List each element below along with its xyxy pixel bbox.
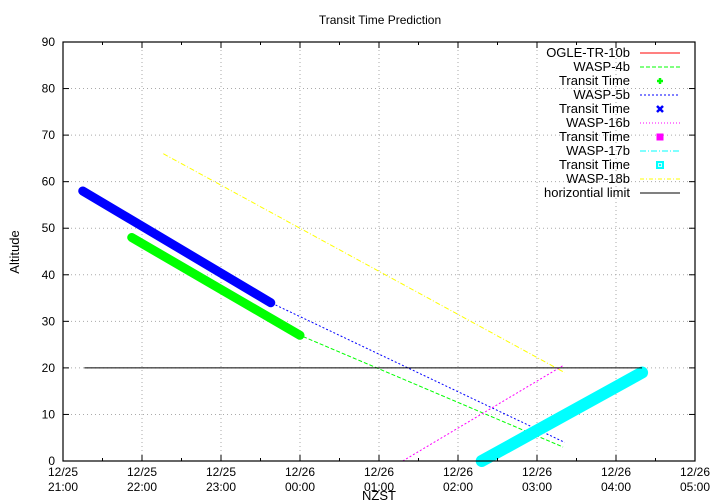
legend-cross-icon — [656, 105, 664, 113]
x-tick-date: 12/26 — [443, 465, 473, 479]
legend-box-icon — [656, 161, 664, 169]
x-tick-date: 12/25 — [127, 465, 157, 479]
legend-label: WASP-16b — [566, 115, 630, 130]
legend-label: Transit Time — [559, 73, 630, 88]
legend-label: WASP-4b — [573, 59, 630, 74]
chart-title: Transit Time Prediction — [319, 13, 441, 27]
x-tick-time: 00:00 — [285, 480, 315, 494]
y-tick-label: 80 — [42, 82, 56, 96]
x-axis: 12/2521:0012/2522:0012/2523:0012/2600:00… — [48, 42, 710, 494]
y-tick-label: 0 — [48, 454, 55, 468]
x-tick-time: 23:00 — [206, 480, 236, 494]
legend-label: horizontial limit — [544, 185, 630, 200]
x-tick-date: 12/25 — [206, 465, 236, 479]
y-tick-label: 30 — [42, 314, 56, 328]
legend-label: WASP-17b — [566, 143, 630, 158]
x-tick-time: 02:00 — [443, 480, 473, 494]
x-tick-time: 04:00 — [601, 480, 631, 494]
series-line — [131, 237, 564, 448]
y-tick-label: 20 — [42, 361, 56, 375]
x-tick-time: 05:00 — [680, 480, 710, 494]
series-line — [163, 153, 565, 373]
data-series — [78, 153, 649, 467]
y-tick-label: 60 — [42, 175, 56, 189]
transit-time-band — [127, 233, 305, 340]
x-tick-date: 12/25 — [48, 465, 78, 479]
y-axis-label: Altitude — [7, 230, 22, 273]
legend-label: OGLE-TR-10b — [546, 45, 630, 60]
y-tick-label: 40 — [42, 268, 56, 282]
legend-label: WASP-5b — [573, 87, 630, 102]
y-tick-label: 10 — [42, 407, 56, 421]
x-axis-label: NZST — [362, 488, 396, 503]
transit-time-band — [475, 366, 649, 467]
legend-label: Transit Time — [559, 101, 630, 116]
y-axis: 0 10 20 30 40 50 60 70 80 90 — [42, 35, 695, 468]
x-tick-date: 12/26 — [285, 465, 315, 479]
y-tick-label: 70 — [42, 128, 56, 142]
legend-label: Transit Time — [559, 157, 630, 172]
x-tick-date: 12/26 — [364, 465, 394, 479]
y-tick-label: 90 — [42, 35, 56, 49]
legend-filled-box-icon — [656, 133, 664, 141]
x-tick-time: 01:00 — [364, 480, 394, 494]
legend-plus-icon — [657, 78, 663, 84]
y-tick-label: 50 — [42, 221, 56, 235]
x-tick-date: 12/26 — [680, 465, 710, 479]
x-tick-time: 03:00 — [522, 480, 552, 494]
x-tick-time: 22:00 — [127, 480, 157, 494]
series-line — [402, 365, 564, 462]
legend-label: WASP-18b — [566, 171, 630, 186]
x-tick-date: 12/26 — [522, 465, 552, 479]
transit-time-band — [78, 186, 276, 308]
legend-label: Transit Time — [559, 129, 630, 144]
x-tick-time: 21:00 — [48, 480, 78, 494]
x-tick-date: 12/26 — [601, 465, 631, 479]
